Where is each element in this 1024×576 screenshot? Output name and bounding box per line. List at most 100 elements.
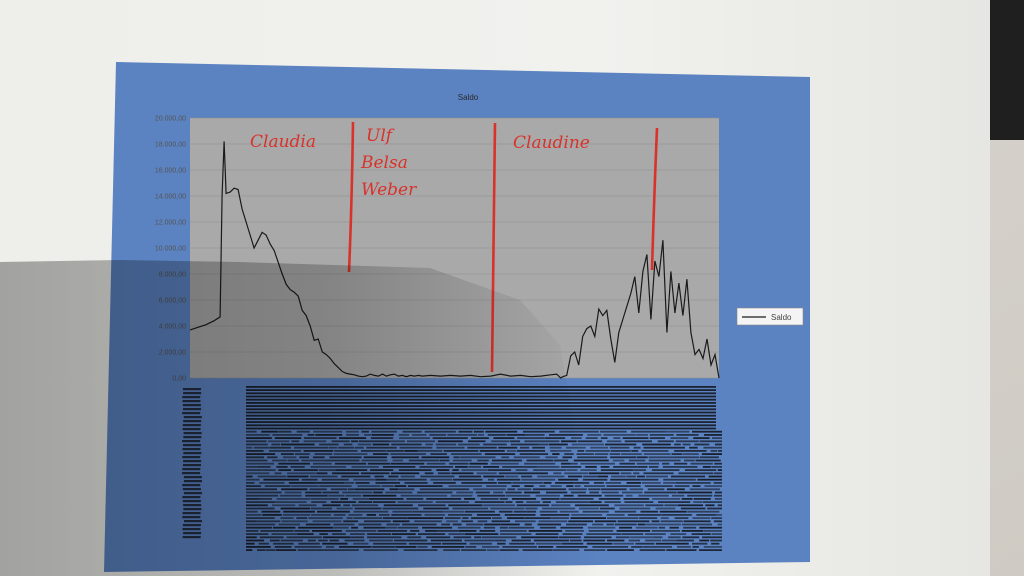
x-label-texture <box>633 472 640 475</box>
x-label-texture <box>588 488 601 491</box>
x-label-texture <box>692 485 701 487</box>
x-label-texture <box>600 437 608 439</box>
x-label-texture <box>671 494 685 497</box>
dark-object <box>985 0 1024 140</box>
x-label-texture <box>586 533 622 535</box>
x-label-texture <box>580 469 597 471</box>
x-label-texture <box>662 462 670 465</box>
x-label-texture <box>661 514 692 516</box>
x-label-texture <box>693 498 711 500</box>
x-label-texture <box>707 507 722 510</box>
x-label-texture <box>645 523 681 526</box>
x-label-texture <box>644 485 673 487</box>
x-label-texture <box>601 491 619 494</box>
x-label-texture <box>648 459 681 462</box>
x-label-texture <box>592 523 604 526</box>
x-label-texture <box>645 539 662 542</box>
x-label-texture <box>609 446 630 449</box>
x-label-texture <box>647 488 665 491</box>
x-label-texture <box>662 466 698 468</box>
x-label-texture <box>666 549 697 551</box>
x-label-texture <box>666 488 685 491</box>
x-label-texture <box>641 450 669 452</box>
x-label-texture <box>582 430 599 433</box>
x-label-texture <box>668 536 681 539</box>
x-label-texture <box>577 440 603 443</box>
x-label-texture <box>681 498 693 500</box>
x-label-texture <box>703 546 722 548</box>
x-label-texture <box>639 517 658 519</box>
x-label-texture <box>629 488 643 491</box>
x-label-texture <box>699 539 710 542</box>
x-label-texture <box>696 514 716 516</box>
x-label-texture <box>702 501 722 503</box>
x-label-texture <box>589 491 599 494</box>
x-label-texture <box>655 507 676 510</box>
x-label-texture <box>582 478 608 481</box>
x-label-texture <box>600 430 627 433</box>
x-label-texture <box>585 450 610 452</box>
x-label-texture <box>693 437 710 439</box>
x-label-texture <box>637 466 648 468</box>
x-label-texture <box>610 456 637 459</box>
x-label-texture <box>628 459 646 462</box>
note-claudine: Claudine <box>513 133 590 153</box>
x-label-texture <box>651 520 660 523</box>
x-label-texture <box>614 504 644 507</box>
x-label-texture <box>712 437 722 439</box>
legend-box <box>736 307 804 326</box>
x-label-texture <box>691 533 711 535</box>
x-label-texture <box>670 475 706 478</box>
x-label-texture <box>675 482 711 484</box>
x-label-texture <box>682 453 699 455</box>
x-label-texture <box>687 494 713 497</box>
x-label-texture <box>704 485 722 487</box>
x-label-texture <box>683 520 711 523</box>
x-label-texture <box>669 526 679 529</box>
x-label-texture <box>613 542 635 545</box>
x-label-texture <box>651 530 681 532</box>
x-label-texture <box>659 510 687 513</box>
x-label-texture <box>600 466 610 468</box>
x-label-texture <box>655 542 689 545</box>
x-label-texture <box>677 546 691 548</box>
x-label-texture <box>641 482 661 484</box>
x-label-texture <box>616 530 651 532</box>
x-label-texture <box>684 469 717 471</box>
x-label-texture <box>717 450 722 452</box>
y-tick-label: 20.000,00 <box>155 116 186 123</box>
x-label-texture <box>713 472 722 475</box>
x-label-texture <box>648 456 675 459</box>
x-label-texture <box>609 453 621 455</box>
x-label-texture <box>717 523 722 526</box>
x-label-texture <box>651 469 680 471</box>
x-label-texture <box>703 446 722 449</box>
x-label-texture <box>683 459 695 462</box>
x-label-texture <box>607 549 634 551</box>
x-label-texture <box>670 533 687 535</box>
x-label-texture <box>621 491 643 494</box>
x-label-texture <box>606 485 641 487</box>
handwritten-annotations: Claudia Ulf Belsa Weber Claudine <box>250 121 659 373</box>
x-label-texture <box>711 542 720 545</box>
x-label-texture <box>571 437 582 439</box>
x-label-texture <box>626 475 636 478</box>
x-label-texture <box>592 546 629 548</box>
x-label-texture <box>717 504 722 507</box>
x-label-texture <box>689 446 698 449</box>
x-label-texture <box>605 482 622 484</box>
x-label-texture <box>622 437 649 439</box>
x-label-texture <box>636 462 660 465</box>
x-label-texture <box>635 542 655 545</box>
x-label-texture <box>577 494 602 497</box>
x-label-texture <box>682 443 691 446</box>
x-label-texture <box>603 434 636 436</box>
note-ulf: Ulf <box>366 126 395 146</box>
y-tick-label: 10.000,00 <box>155 246 186 253</box>
x-label-texture <box>625 494 633 497</box>
x-label-texture <box>599 507 615 510</box>
x-label-texture <box>583 539 606 542</box>
x-label-texture <box>645 533 666 535</box>
x-label-texture <box>624 440 652 443</box>
x-label-texture <box>713 482 722 484</box>
